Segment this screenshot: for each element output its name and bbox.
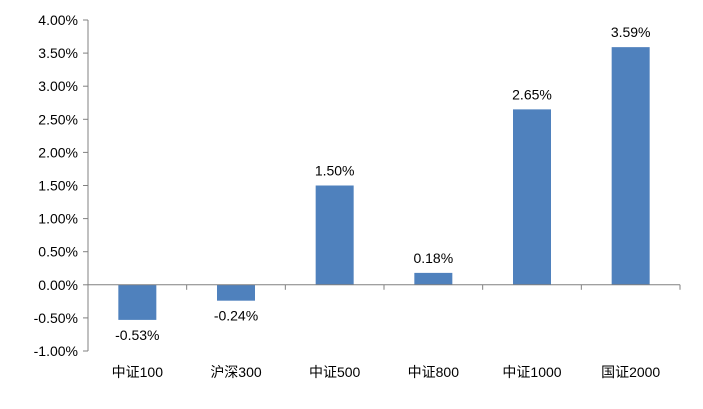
bar: [513, 109, 551, 285]
y-tick-label: -1.00%: [34, 343, 78, 359]
y-tick-label: 4.00%: [38, 12, 78, 28]
y-tick-label: 0.50%: [38, 244, 78, 260]
bar: [118, 284, 157, 320]
y-tick-label: 0.00%: [38, 277, 78, 293]
y-tick-label: 2.50%: [38, 111, 78, 127]
x-tick-label: 沪深300: [210, 364, 262, 380]
data-label: 3.59%: [611, 24, 651, 40]
x-tick-label: 中证500: [309, 364, 361, 380]
data-label: 2.65%: [512, 86, 552, 102]
data-label: 0.18%: [413, 250, 453, 266]
y-tick-label: -0.50%: [34, 310, 78, 326]
x-tick-label: 中证800: [408, 364, 460, 380]
bar: [217, 284, 255, 301]
x-tick-label: 国证2000: [601, 364, 660, 380]
y-tick-label: 1.00%: [38, 211, 78, 227]
bars: [118, 47, 650, 320]
data-label: 1.50%: [315, 163, 355, 179]
data-label: -0.24%: [214, 308, 258, 324]
x-axis: 中证100 沪深300 中证500 中证800 中证1000 国证2000: [87, 284, 681, 380]
bar: [414, 272, 453, 285]
y-tick-label: 3.50%: [38, 45, 78, 61]
bar: [611, 47, 650, 285]
bar: [315, 185, 354, 285]
y-tick-label: 2.00%: [38, 144, 78, 160]
y-axis: -1.00% -0.50% 0.00% 0.50% 1.00% 1.50% 2.00% 2.5…: [34, 12, 89, 359]
x-tick-label: 中证100: [112, 364, 164, 380]
y-tick-label: 1.50%: [38, 178, 78, 194]
data-label: -0.53%: [115, 327, 159, 343]
y-tick-label: 3.00%: [38, 78, 78, 94]
x-tick-label: 中证1000: [502, 364, 561, 380]
data-labels: -0.53% -0.24% 1.50% 0.18% 2.65% 3.59%: [115, 24, 650, 343]
